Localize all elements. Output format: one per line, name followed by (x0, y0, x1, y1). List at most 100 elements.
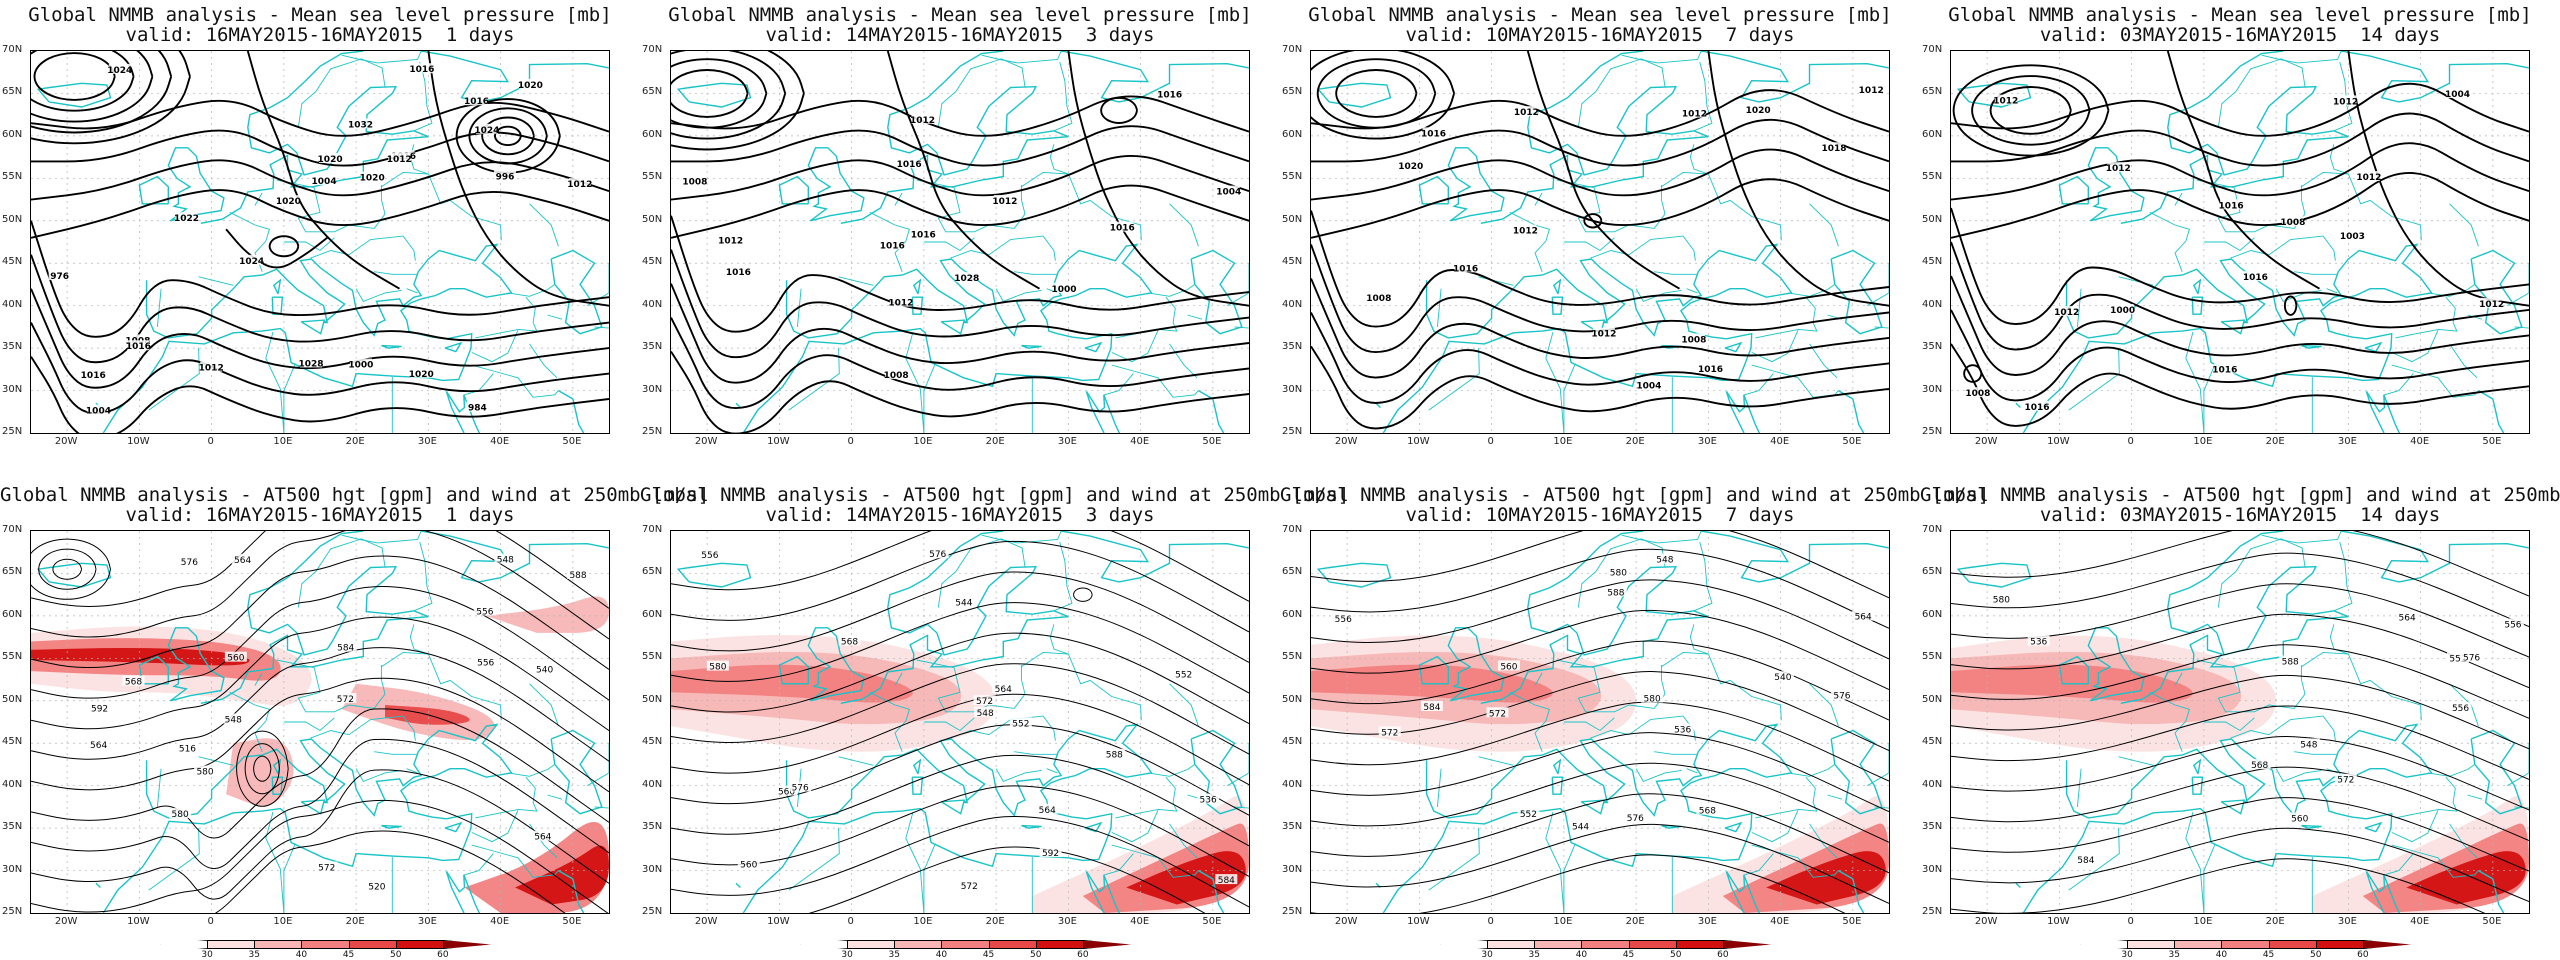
country-border (1635, 768, 1682, 782)
latitude-label: 25N (1922, 906, 1943, 917)
contour-label: 548 (977, 709, 994, 719)
contour-label: 592 (1042, 849, 1059, 859)
country-border (381, 651, 502, 721)
coastline (102, 723, 513, 913)
colorbar-swatch (301, 940, 350, 949)
country-border (1590, 235, 1696, 261)
contour-label: 1012 (888, 299, 913, 309)
geopotential-contour (31, 647, 609, 762)
coastline (2058, 655, 2090, 685)
longitude-label: 10E (1553, 916, 1573, 927)
panel-valid-period: valid: 03MAY2015-16MAY2015 14 days (2039, 24, 2441, 46)
country-border (148, 348, 200, 411)
isobar-contour (671, 154, 1249, 201)
isobar-contour (1311, 148, 1889, 201)
country-border (1755, 776, 1818, 819)
isobar-contour (671, 249, 1249, 359)
isobar-contour (468, 107, 548, 165)
coastline (421, 51, 609, 103)
country-border (2329, 144, 2349, 175)
contour-label-bg (82, 369, 105, 380)
isobar-contour (1951, 309, 2529, 402)
geopotential-contour (1951, 827, 2529, 903)
coastline (1725, 391, 1745, 433)
longitude-label: 30E (417, 916, 437, 927)
country-border (1590, 715, 1696, 741)
country-border (2149, 211, 2190, 272)
contour-label-bg (2279, 655, 2302, 666)
geopotential-contour (1073, 587, 1093, 602)
coastline (1084, 821, 1103, 833)
contour-label-bg (1653, 553, 1676, 564)
geopotential-contour (31, 555, 609, 670)
contour-label-bg (494, 553, 517, 564)
country-border (1104, 373, 1134, 396)
panel-title: Global NMMB analysis - Mean sea level pr… (668, 4, 1252, 26)
country-border (1534, 672, 1543, 686)
contour-label: 560 (227, 654, 244, 664)
country-border (1169, 683, 1199, 727)
country-border (838, 756, 874, 766)
coastline (445, 871, 465, 913)
map-panel-z500-7: Global NMMB analysis - AT500 hgt [gpm] a… (1280, 480, 1989, 960)
longitude-label: 30E (2337, 436, 2357, 447)
country-border (869, 211, 910, 272)
coastline (2341, 51, 2529, 103)
isobar-contour (1989, 86, 2072, 135)
contour-label-bg (1860, 83, 1883, 94)
coastline (2470, 249, 2523, 335)
geopotential-contour (671, 724, 1249, 816)
country-border (297, 539, 360, 608)
contour-label: 556 (1335, 615, 1352, 625)
coastline (2058, 175, 2090, 205)
contour-label: 1020 (409, 370, 434, 380)
geopotential-contour (1951, 552, 2529, 628)
geopotential-contour (1311, 531, 1889, 599)
contour-label: 584 (1423, 703, 1440, 713)
longitude-label: 50E (1202, 436, 1222, 447)
contour-label: 564 (995, 685, 1012, 695)
country-border (923, 237, 975, 252)
coastline (2220, 319, 2246, 335)
geopotential-contour (1311, 579, 1889, 660)
isobar-contour (31, 51, 173, 134)
contour-label-bg (2396, 611, 2419, 622)
latitude-label: 65N (642, 566, 663, 578)
contour-label-bg (222, 713, 245, 724)
country-border (788, 828, 840, 891)
coastline (2022, 723, 2433, 913)
coastline (1838, 869, 1865, 913)
panel-valid-period: valid: 03MAY2015-16MAY2015 14 days (2039, 504, 2441, 526)
coastline (1480, 51, 1709, 224)
colorbar-swatch (1628, 940, 1677, 949)
longitude-label: 20W (694, 436, 718, 447)
contour-label-bg (176, 742, 199, 753)
country-border (1661, 651, 1782, 721)
coastline (912, 278, 922, 295)
contour-label: 1008 (1965, 389, 1990, 399)
contour-label: 1016 (126, 342, 151, 352)
map-panel-mslp-14: Global NMMB analysis - Mean sea level pr… (1920, 0, 2560, 480)
contour-label-bg (993, 195, 1016, 206)
contour-label: 544 (955, 598, 972, 608)
contour-label-bg (881, 239, 904, 250)
latitude-label: 30N (2, 863, 23, 875)
colorbar-label: 50 (389, 950, 402, 960)
isobar-contour (31, 288, 609, 389)
isobar-contour (1311, 89, 1889, 137)
panel-valid-period: valid: 14MAY2015-16MAY2015 3 days (765, 504, 1155, 526)
contour-label-bg (2025, 400, 2048, 411)
country-border (2185, 811, 2205, 913)
isobar-contour (1707, 51, 1889, 307)
country-border (2203, 363, 2216, 433)
longitude-label: 40E (1130, 436, 1150, 447)
country-border (283, 717, 335, 732)
longitude-label: 40E (2410, 916, 2430, 927)
contour-label: 1000 (348, 361, 373, 371)
contour-label: 1016 (911, 231, 936, 241)
country-border (1104, 853, 1134, 876)
longitude-label: 0 (1487, 436, 1494, 447)
latitude-label: 25N (2, 906, 23, 917)
contour-label-bg (1592, 327, 1615, 338)
country-border (923, 717, 975, 732)
